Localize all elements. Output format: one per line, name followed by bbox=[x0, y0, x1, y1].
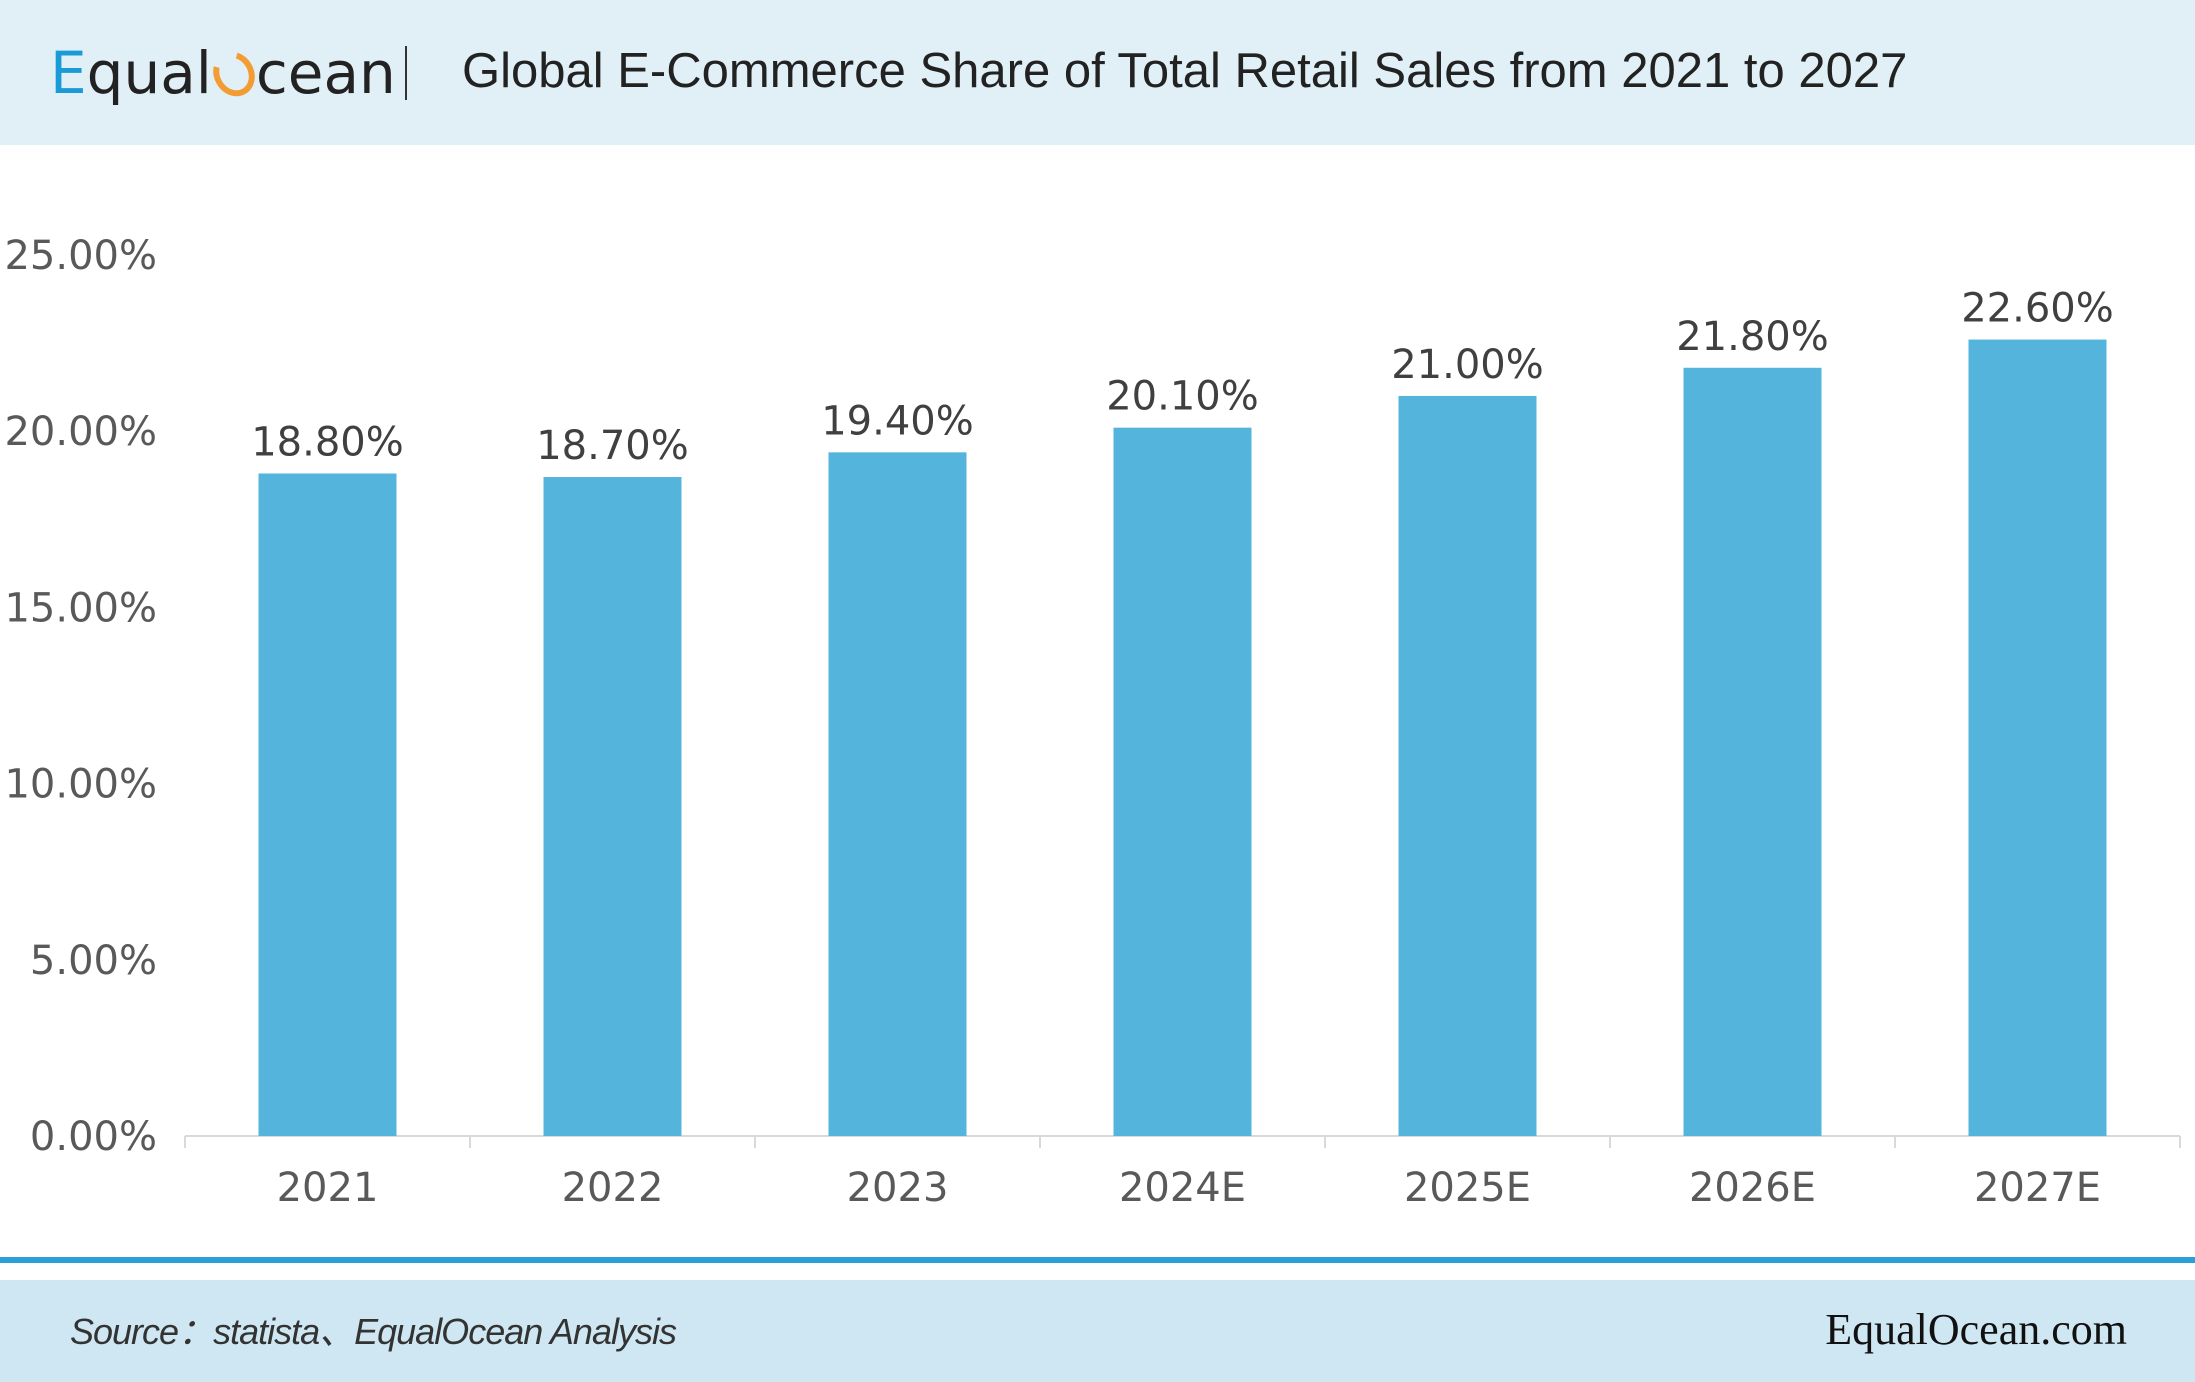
value-label: 19.40% bbox=[821, 398, 974, 444]
bar-2023 bbox=[828, 452, 967, 1136]
value-label: 20.10% bbox=[1106, 374, 1259, 420]
x-axis-labels: 2021 2022 2023 2024E 2025E 2026E 2027E bbox=[277, 1165, 2101, 1211]
x-tick-label: 2021 bbox=[277, 1165, 379, 1211]
y-axis-labels: 0.00% 5.00% 10.00% 15.00% 20.00% 25.00% bbox=[4, 233, 157, 1160]
x-tick-label: 2024E bbox=[1119, 1165, 1246, 1211]
bar-chart: 0.00% 5.00% 10.00% 15.00% 20.00% 25.00% 18.80… bbox=[4, 233, 2181, 1211]
x-tick-label: 2022 bbox=[562, 1165, 664, 1211]
footer-accent-line bbox=[0, 1257, 2195, 1263]
value-label: 18.80% bbox=[251, 419, 404, 465]
y-tick-label: 5.00% bbox=[30, 938, 157, 984]
header-divider bbox=[405, 46, 407, 100]
x-tick-label: 2025E bbox=[1404, 1165, 1531, 1211]
logo-o-ring-icon bbox=[205, 44, 263, 104]
y-tick-label: 25.00% bbox=[4, 233, 157, 279]
x-axis-ticks bbox=[184, 1136, 2181, 1148]
bars bbox=[258, 339, 2107, 1137]
bar-2024E bbox=[1113, 427, 1252, 1136]
value-label: 18.70% bbox=[536, 423, 689, 469]
bar-2025E bbox=[1398, 395, 1537, 1136]
value-label: 22.60% bbox=[1961, 286, 2114, 332]
site-url[interactable]: EqualOcean.com bbox=[1825, 1305, 2127, 1354]
x-tick-label: 2023 bbox=[847, 1165, 949, 1211]
logo-letter-e: E bbox=[50, 39, 87, 107]
header-bar: Equal cean Global E-Commerce Share of Tot… bbox=[0, 0, 2195, 145]
chart-title: Global E-Commerce Share of Total Retail … bbox=[462, 44, 1908, 98]
x-tick-label: 2026E bbox=[1689, 1165, 1816, 1211]
logo-text-cean: cean bbox=[255, 39, 396, 107]
x-tick-label: 2027E bbox=[1974, 1165, 2101, 1211]
bar-2026E bbox=[1683, 367, 1822, 1136]
y-tick-label: 20.00% bbox=[4, 409, 157, 455]
bar-2021 bbox=[258, 473, 397, 1136]
source-note: Source：statista、EqualOcean Analysis bbox=[70, 1311, 677, 1352]
y-tick-label: 10.00% bbox=[4, 762, 157, 808]
value-labels: 18.80% 18.70% 19.40% 20.10% 21.00% 21.80% 22.6… bbox=[251, 286, 2114, 469]
bar-2027E bbox=[1968, 339, 2107, 1136]
footer-bar bbox=[0, 1280, 2195, 1382]
equalocean-logo[interactable]: Equal cean bbox=[50, 28, 396, 118]
logo-text-qual: qual bbox=[86, 39, 212, 107]
bar-2022 bbox=[543, 477, 682, 1137]
value-label: 21.00% bbox=[1391, 342, 1544, 388]
y-tick-label: 0.00% bbox=[30, 1114, 157, 1160]
value-label: 21.80% bbox=[1676, 314, 1829, 360]
y-tick-label: 15.00% bbox=[4, 585, 157, 631]
